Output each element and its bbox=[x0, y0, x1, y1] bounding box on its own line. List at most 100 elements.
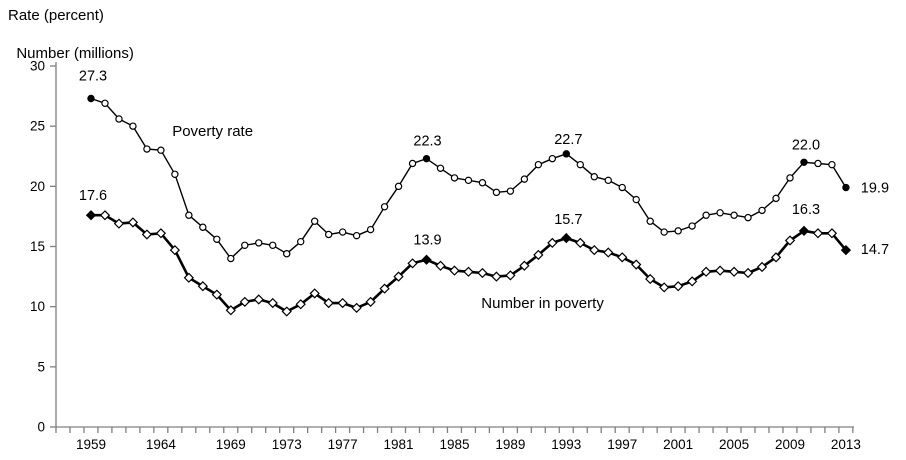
data-label: 22.7 bbox=[554, 132, 582, 148]
data-point-marker-circle bbox=[227, 254, 235, 263]
data-point-marker-circle bbox=[255, 239, 263, 247]
data-point-marker-diamond bbox=[631, 259, 642, 270]
x-tick-label: 1977 bbox=[328, 437, 358, 452]
data-point-marker-circle bbox=[590, 173, 598, 181]
data-point-marker-diamond bbox=[700, 266, 712, 277]
y-axis-title: Rate (percent) Number (millions) bbox=[8, 6, 134, 63]
data-point-marker-circle bbox=[548, 154, 557, 163]
data-point-marker-circle bbox=[269, 241, 277, 249]
data-label: 22.0 bbox=[792, 137, 820, 153]
data-point-marker-circle bbox=[213, 235, 221, 243]
data-point-marker-diamond bbox=[798, 225, 810, 237]
data-point-marker-diamond bbox=[728, 266, 740, 277]
x-tick-label: 2009 bbox=[775, 437, 805, 452]
data-point-marker-circle bbox=[241, 241, 249, 249]
data-label: 16.3 bbox=[792, 202, 820, 218]
data-point-marker-circle bbox=[143, 145, 151, 153]
x-tick-label: 1997 bbox=[607, 437, 637, 452]
data-point-marker-diamond bbox=[547, 237, 558, 249]
x-tick-label: 1981 bbox=[384, 437, 414, 452]
x-tick-label: 2013 bbox=[831, 437, 861, 452]
data-point-marker-circle bbox=[324, 230, 333, 239]
data-point-marker-diamond bbox=[113, 218, 125, 229]
data-point-marker-diamond bbox=[477, 267, 488, 279]
data-point-marker-circle bbox=[199, 223, 207, 231]
data-point-marker-diamond bbox=[840, 244, 852, 256]
data-point-marker-diamond bbox=[295, 299, 306, 310]
y-tick-label: 25 bbox=[30, 119, 45, 134]
data-point-marker-diamond bbox=[421, 254, 432, 265]
data-point-marker-diamond bbox=[155, 228, 167, 239]
data-point-marker-circle bbox=[786, 174, 794, 182]
y-tick-label: 15 bbox=[30, 239, 45, 254]
data-point-marker-diamond bbox=[742, 267, 754, 279]
data-point-marker-diamond bbox=[253, 294, 264, 305]
data-label: 15.7 bbox=[554, 212, 582, 228]
data-point-marker-diamond bbox=[267, 297, 278, 309]
data-point-marker-circle bbox=[380, 203, 389, 211]
data-point-marker-circle bbox=[352, 231, 361, 240]
data-point-marker-diamond bbox=[183, 272, 195, 283]
data-point-marker-circle bbox=[297, 237, 305, 246]
data-point-marker-circle bbox=[646, 217, 654, 225]
data-label: 17.6 bbox=[79, 188, 107, 204]
data-point-marker-diamond bbox=[659, 282, 670, 293]
data-point-marker-diamond bbox=[463, 266, 474, 277]
data-point-marker-circle bbox=[157, 146, 165, 154]
data-point-marker-circle bbox=[436, 164, 445, 172]
data-point-marker-diamond bbox=[686, 276, 698, 287]
x-tick-label: 1969 bbox=[216, 437, 246, 452]
data-point-marker-diamond bbox=[323, 297, 334, 309]
y-tick-label: 20 bbox=[30, 179, 45, 194]
data-point-marker-diamond bbox=[533, 249, 544, 261]
data-point-marker-diamond bbox=[407, 258, 418, 269]
data-point-marker-diamond bbox=[603, 247, 614, 258]
data-point-marker-circle bbox=[604, 176, 612, 185]
data-point-marker-circle bbox=[185, 211, 193, 219]
y-tick-label: 30 bbox=[30, 59, 45, 74]
data-label: 22.3 bbox=[413, 134, 441, 150]
data-point-marker-diamond bbox=[714, 265, 726, 276]
y-tick-label: 0 bbox=[37, 420, 45, 435]
data-point-marker-diamond bbox=[379, 283, 390, 294]
data-point-marker-diamond bbox=[519, 260, 530, 271]
data-point-marker-circle bbox=[730, 211, 738, 219]
data-point-marker-diamond bbox=[141, 229, 153, 240]
data-point-marker-circle bbox=[800, 158, 808, 166]
data-point-marker-circle bbox=[129, 122, 137, 130]
x-tick-label: 1985 bbox=[439, 437, 469, 452]
x-tick-label: 1993 bbox=[551, 437, 581, 452]
data-point-marker-circle bbox=[366, 225, 375, 234]
data-point-marker-circle bbox=[534, 160, 543, 169]
data-point-marker-circle bbox=[492, 188, 501, 197]
data-point-marker-circle bbox=[828, 160, 836, 169]
data-point-marker-diamond bbox=[505, 270, 516, 281]
data-point-marker-diamond bbox=[589, 244, 600, 256]
data-point-marker-diamond bbox=[281, 306, 292, 317]
data-point-marker-circle bbox=[520, 175, 529, 183]
data-point-marker-diamond bbox=[561, 232, 572, 244]
data-label: 19.9 bbox=[861, 181, 889, 197]
data-point-marker-circle bbox=[115, 115, 123, 123]
data-point-marker-diamond bbox=[211, 289, 222, 300]
data-point-marker-diamond bbox=[85, 210, 97, 221]
data-point-marker-diamond bbox=[365, 296, 376, 308]
data-point-marker-circle bbox=[632, 195, 640, 204]
data-point-marker-circle bbox=[171, 170, 179, 178]
data-point-marker-circle bbox=[744, 213, 752, 222]
data-point-marker-circle bbox=[464, 176, 473, 185]
y-axis-title-number: Number (millions) bbox=[16, 45, 134, 62]
x-tick-label: 1964 bbox=[146, 437, 177, 452]
data-point-marker-diamond bbox=[197, 281, 208, 292]
data-point-marker-circle bbox=[408, 159, 417, 168]
data-point-marker-circle bbox=[450, 174, 459, 182]
series-label-poverty-rate: Poverty rate bbox=[172, 123, 253, 140]
data-point-marker-circle bbox=[618, 183, 626, 192]
data-point-marker-diamond bbox=[127, 217, 139, 228]
data-label: 27.3 bbox=[79, 68, 107, 84]
data-point-marker-diamond bbox=[756, 261, 768, 273]
data-point-marker-diamond bbox=[309, 288, 320, 299]
x-tick-label: 1959 bbox=[76, 437, 106, 452]
data-point-marker-diamond bbox=[351, 302, 362, 314]
data-label: 13.9 bbox=[413, 233, 441, 249]
